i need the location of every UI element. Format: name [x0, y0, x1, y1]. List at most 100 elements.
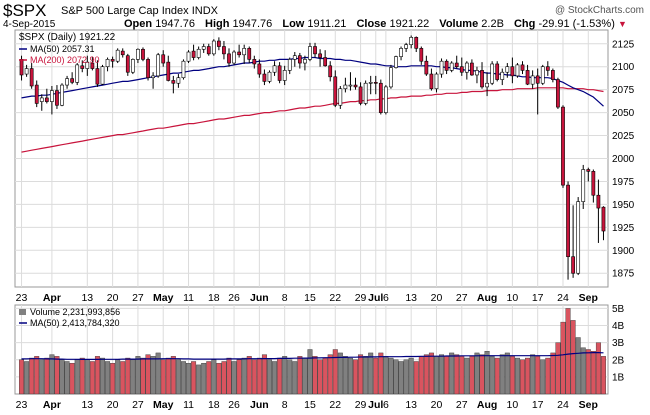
candle: [566, 181, 570, 280]
volume-bar: [170, 356, 176, 395]
candle-body: [505, 66, 510, 73]
candle: [90, 56, 95, 71]
volume-bar: [186, 362, 191, 395]
volume-bar: [292, 361, 298, 395]
volume-bar: [494, 357, 500, 395]
volume-bar: [24, 361, 30, 395]
candle: [591, 169, 596, 203]
volume-bar: [520, 359, 525, 395]
candle: [252, 55, 257, 69]
price-tick-label: 2000: [612, 154, 635, 165]
volume-tick-label: 2B: [612, 355, 625, 366]
candle: [176, 74, 181, 88]
candle-body: [100, 66, 105, 85]
volume-bar: [454, 354, 460, 395]
candle-body: [500, 71, 505, 80]
candle: [141, 47, 145, 62]
candle: [115, 48, 120, 64]
volume-bar: [196, 364, 202, 395]
volume-bar: [545, 357, 551, 395]
candle-body: [136, 48, 140, 60]
volume-bar: [368, 352, 374, 395]
date-label-bottom: 22: [329, 399, 341, 411]
quote-close: Close 1921.22: [356, 18, 429, 30]
candle: [206, 43, 211, 56]
candle: [520, 61, 525, 75]
candle-body: [495, 63, 500, 80]
date-label-top: 15: [304, 292, 316, 304]
candle: [24, 64, 29, 77]
volume-bar: [393, 359, 399, 395]
ticker-name: S&P 500 Large Cap Index INDX: [61, 5, 218, 17]
candle-body: [217, 40, 221, 47]
volume-bar: [322, 357, 328, 395]
date-label-top: 22: [329, 292, 341, 304]
date-label-top: 8: [282, 292, 288, 304]
volume-bar: [272, 361, 278, 395]
candle: [171, 75, 176, 94]
candle-body: [353, 84, 358, 88]
candle-body: [348, 84, 353, 87]
candle-body: [85, 61, 90, 69]
date-label-top: 6: [383, 292, 389, 304]
candle: [120, 48, 125, 58]
volume-bar: [363, 356, 369, 395]
volume-bar: [84, 359, 90, 395]
candle: [399, 46, 403, 61]
volume-bar: [211, 359, 217, 395]
candle-body: [384, 86, 388, 113]
date-label-top: Sep: [579, 292, 598, 304]
candle-body: [292, 55, 297, 60]
volume-bar: [34, 356, 40, 395]
candle-body: [176, 77, 181, 84]
price-tick-label: 2050: [612, 108, 635, 119]
candle-body: [186, 51, 191, 62]
candle: [151, 72, 155, 89]
ticker-symbol: $SPX: [3, 1, 47, 20]
volume-bar: [408, 357, 414, 395]
candle-body: [419, 48, 424, 62]
volume-bar: [530, 354, 536, 395]
volume-bar: [327, 354, 333, 395]
date-label-top: May: [153, 292, 174, 304]
volume-bar: [464, 357, 470, 395]
volume-bar: [100, 357, 105, 395]
candle: [222, 41, 226, 60]
candle-body: [65, 78, 69, 86]
candle: [540, 64, 545, 86]
volume-bar: [287, 359, 293, 395]
candle: [535, 68, 540, 115]
candle-body: [80, 65, 85, 69]
date-label-top: 24: [557, 292, 569, 304]
candle-body: [515, 64, 520, 77]
candle-body: [323, 57, 328, 67]
candle-body: [282, 70, 287, 81]
candle: [581, 164, 586, 209]
date-axis-top: 23 Apr 13 20 27 May 11 18 26 Jun 8 15 22 29 Jul 6 13 20 27…: [16, 292, 598, 304]
date-label-bottom: 26: [228, 399, 240, 411]
quote-low: Low 1911.21: [282, 18, 346, 30]
candle: [70, 72, 75, 85]
candle-body: [146, 59, 150, 79]
candle: [181, 59, 186, 80]
date-label-bottom: 20: [431, 399, 443, 411]
candle: [85, 55, 90, 76]
volume-panel: 1B 2B 3B 4B 5B Volume 2,231,993,856 MA(50) 2…: [14, 304, 625, 395]
quote-change: Chg -29.91 (-1.53%) ▼: [514, 18, 627, 30]
candle: [434, 72, 439, 93]
volume-bar: [59, 359, 65, 395]
date-label-top: 13: [81, 292, 93, 304]
date-label-bottom: 10: [507, 399, 519, 411]
candle: [601, 206, 606, 241]
volume-bar: [337, 352, 343, 395]
candle-body: [313, 46, 317, 55]
candle: [201, 43, 206, 53]
open-value: 1947.76: [155, 18, 195, 30]
candle: [196, 46, 201, 60]
candle: [495, 61, 500, 82]
date-label-top: 20: [431, 292, 443, 304]
candle: [262, 69, 267, 86]
candle: [136, 48, 140, 64]
candle: [363, 80, 368, 106]
candle-body: [470, 62, 474, 76]
